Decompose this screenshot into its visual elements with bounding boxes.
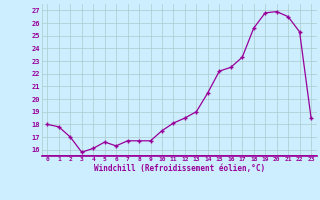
- X-axis label: Windchill (Refroidissement éolien,°C): Windchill (Refroidissement éolien,°C): [94, 164, 265, 173]
